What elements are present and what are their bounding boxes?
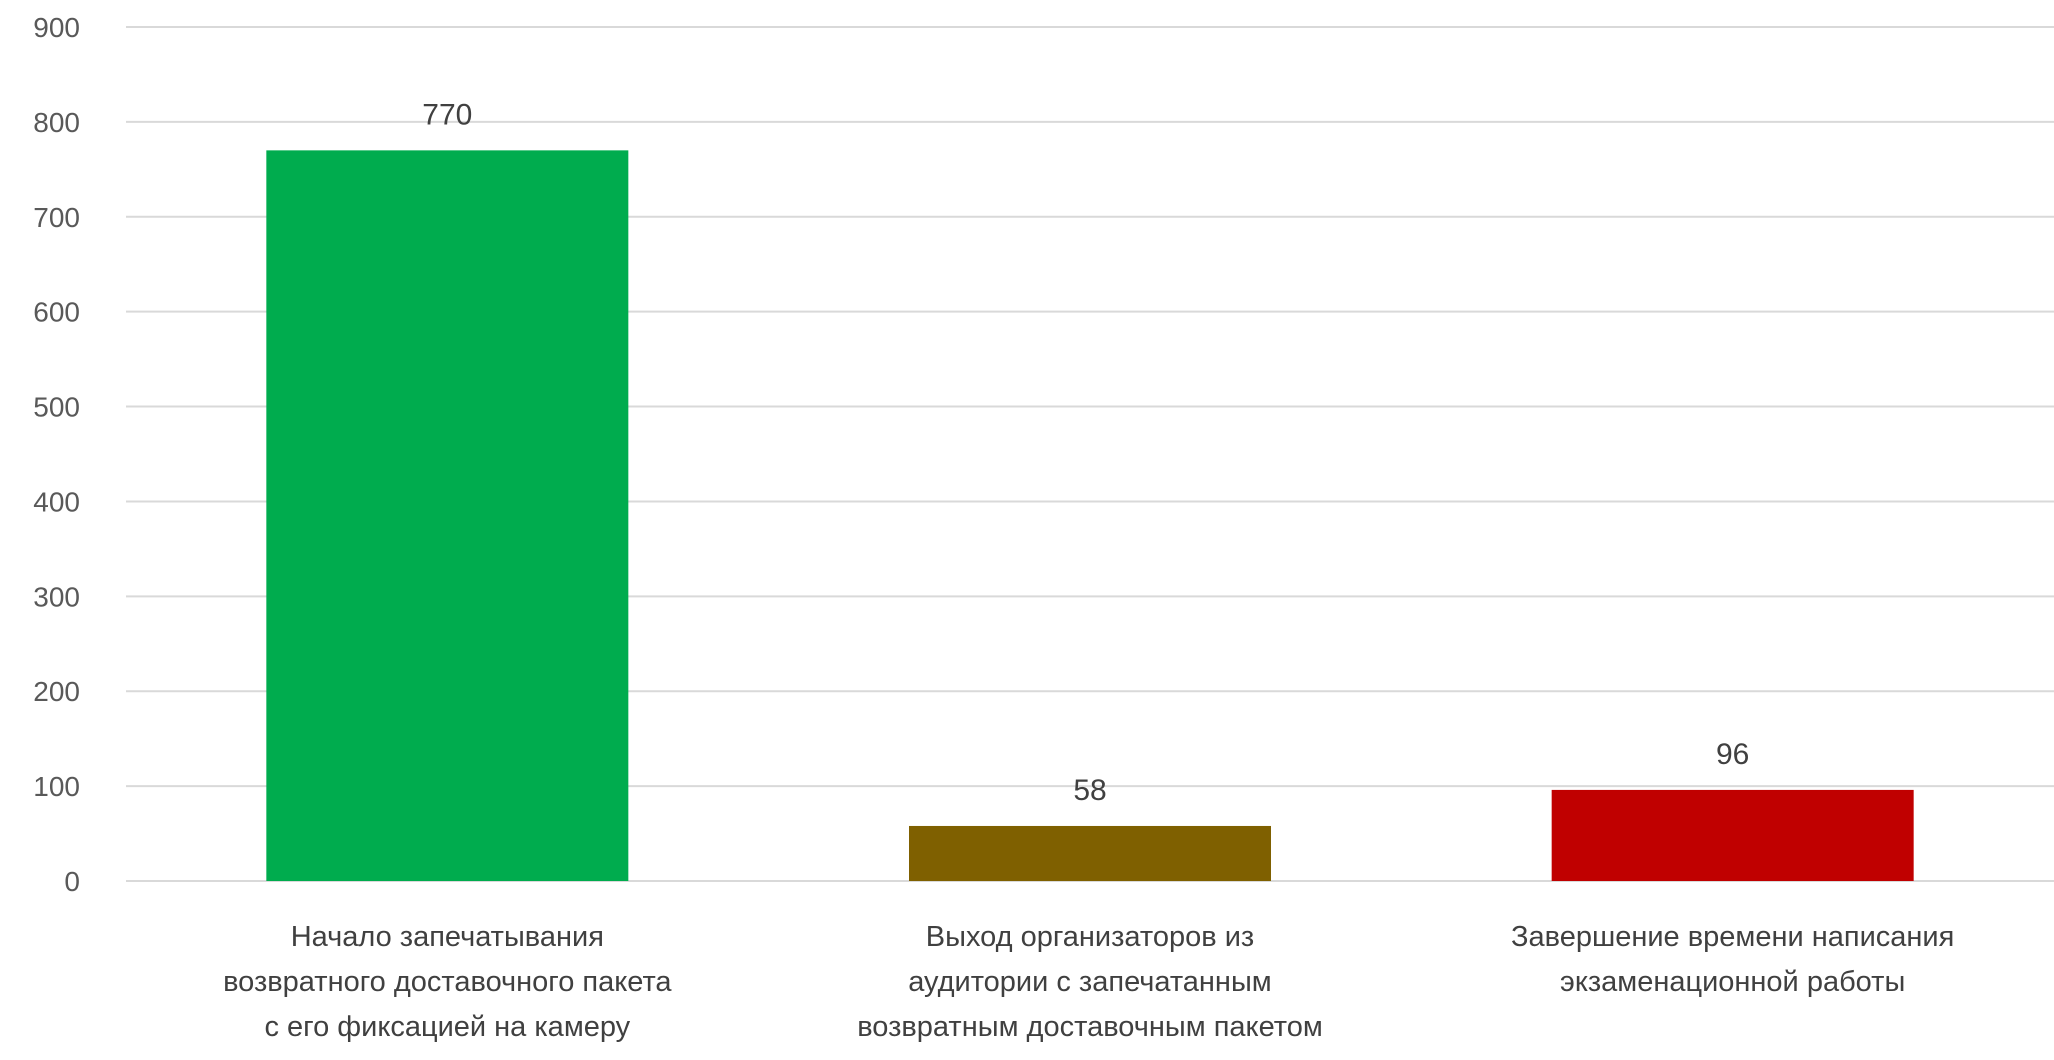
category-label-line: Выход организаторов из <box>926 921 1254 953</box>
y-axis-tick-labels: 0 100 200 300 400 500 600 700 800 900 <box>33 12 80 897</box>
category-label-line: экзаменационной работы <box>1560 966 1905 998</box>
category-label-line: аудитории с запечатанным <box>908 966 1271 998</box>
y-tick-label: 800 <box>33 107 80 138</box>
category-label-line: возвратного доставочного пакета <box>223 966 672 998</box>
category-label-1: Начало запечатывания возвратного доставоч… <box>223 921 672 1043</box>
category-label-2: Выход организаторов из аудитории с запеча… <box>857 921 1323 1043</box>
bar-1 <box>266 150 629 881</box>
y-tick-label: 100 <box>33 771 80 802</box>
category-labels: Начало запечатывания возвратного доставоч… <box>223 921 1954 1043</box>
bar-3 <box>1551 789 1914 881</box>
data-label-3: 96 <box>1716 738 1749 771</box>
data-label-1: 770 <box>422 98 472 131</box>
y-tick-label: 300 <box>33 581 80 612</box>
y-tick-label: 700 <box>33 202 80 233</box>
y-tick-label: 500 <box>33 392 80 423</box>
category-label-line: Завершение времени написания <box>1511 921 1954 953</box>
y-tick-label: 400 <box>33 486 80 517</box>
bar-2 <box>909 825 1271 881</box>
y-tick-label: 900 <box>33 12 80 43</box>
category-label-line: возвратным доставочным пакетом <box>857 1011 1323 1043</box>
category-label-line: Начало запечатывания <box>291 921 604 953</box>
y-tick-label: 0 <box>64 866 80 897</box>
data-label-2: 58 <box>1073 774 1106 807</box>
bars <box>266 150 1914 881</box>
category-label-3: Завершение времени написания экзаменацион… <box>1511 921 1954 998</box>
data-labels: 770 58 96 <box>422 98 1749 807</box>
y-tick-label: 600 <box>33 297 80 328</box>
y-tick-label: 200 <box>33 676 80 707</box>
category-label-line: с его фиксацией на камеру <box>264 1011 630 1043</box>
